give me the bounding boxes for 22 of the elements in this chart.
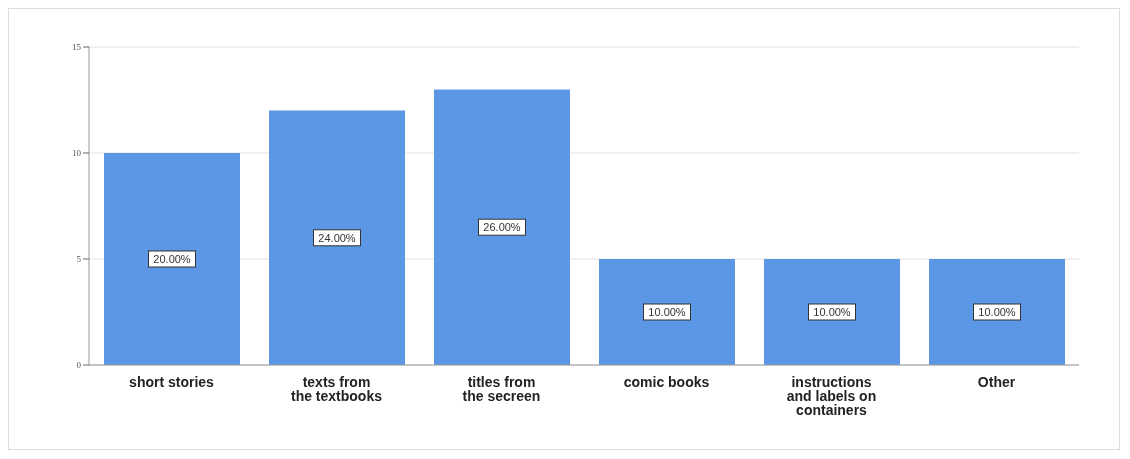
bar bbox=[434, 89, 570, 365]
bar bbox=[269, 110, 405, 365]
x-tick-label: Other bbox=[977, 374, 1016, 390]
annotation: 26.00% bbox=[483, 221, 521, 234]
y-tick-label: 5 bbox=[76, 254, 82, 265]
x-tick-label: titles from the secreen bbox=[462, 374, 541, 404]
y-tick-label: 0 bbox=[76, 360, 82, 371]
bar bbox=[929, 259, 1065, 365]
x-tick-label: short stories bbox=[129, 374, 215, 390]
y-tick-label: 10 bbox=[72, 148, 82, 159]
bar bbox=[599, 259, 735, 365]
bar bbox=[104, 153, 240, 365]
annotation: 10.00% bbox=[648, 306, 686, 318]
annotation: 10.00% bbox=[813, 306, 851, 318]
annotation: 24.00% bbox=[318, 231, 356, 244]
annotation: 10.00% bbox=[978, 306, 1016, 318]
y-tick-label: 15 bbox=[72, 42, 82, 53]
bar bbox=[764, 259, 900, 365]
x-tick-label: instructions and labels on containers bbox=[786, 374, 877, 418]
x-tick-label: comic books bbox=[623, 374, 710, 390]
x-tick-label: texts from the textbooks bbox=[290, 374, 383, 404]
annotation: 20.00% bbox=[153, 253, 191, 265]
